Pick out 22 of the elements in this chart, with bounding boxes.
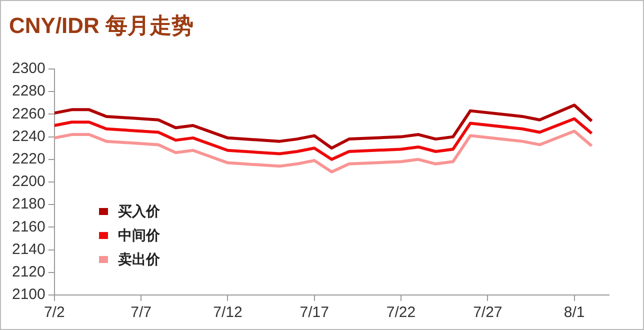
x-tick-label: 7/17 xyxy=(300,304,329,322)
x-tick-label: 7/27 xyxy=(473,304,502,322)
y-tick-label: 2160 xyxy=(12,218,46,236)
y-tick-label: 2120 xyxy=(12,264,46,281)
x-tick-label: 7/7 xyxy=(130,304,152,322)
y-tick-label: 2140 xyxy=(12,240,46,258)
x-tick-label: 7/22 xyxy=(386,304,416,322)
y-tick-label: 2280 xyxy=(12,82,46,100)
y-tick-label: 2180 xyxy=(12,196,46,213)
y-tick-label: 2200 xyxy=(12,173,46,190)
legend-label: 卖出价 xyxy=(118,250,160,269)
x-tick-label: 8/1 xyxy=(564,304,585,322)
chart-title: CNY/IDR 每月走势 xyxy=(9,12,194,40)
x-tick-label: 7/12 xyxy=(213,304,242,322)
legend-label: 买入价 xyxy=(118,202,160,221)
y-tick-label: 2260 xyxy=(12,105,46,122)
x-tick-label: 7/2 xyxy=(44,304,65,322)
y-tick-label: 2220 xyxy=(12,150,46,168)
y-tick-label: 2300 xyxy=(12,60,46,78)
y-tick-label: 2100 xyxy=(12,286,46,304)
legend-label: 中间价 xyxy=(118,226,160,245)
y-tick-label: 2240 xyxy=(12,128,46,145)
